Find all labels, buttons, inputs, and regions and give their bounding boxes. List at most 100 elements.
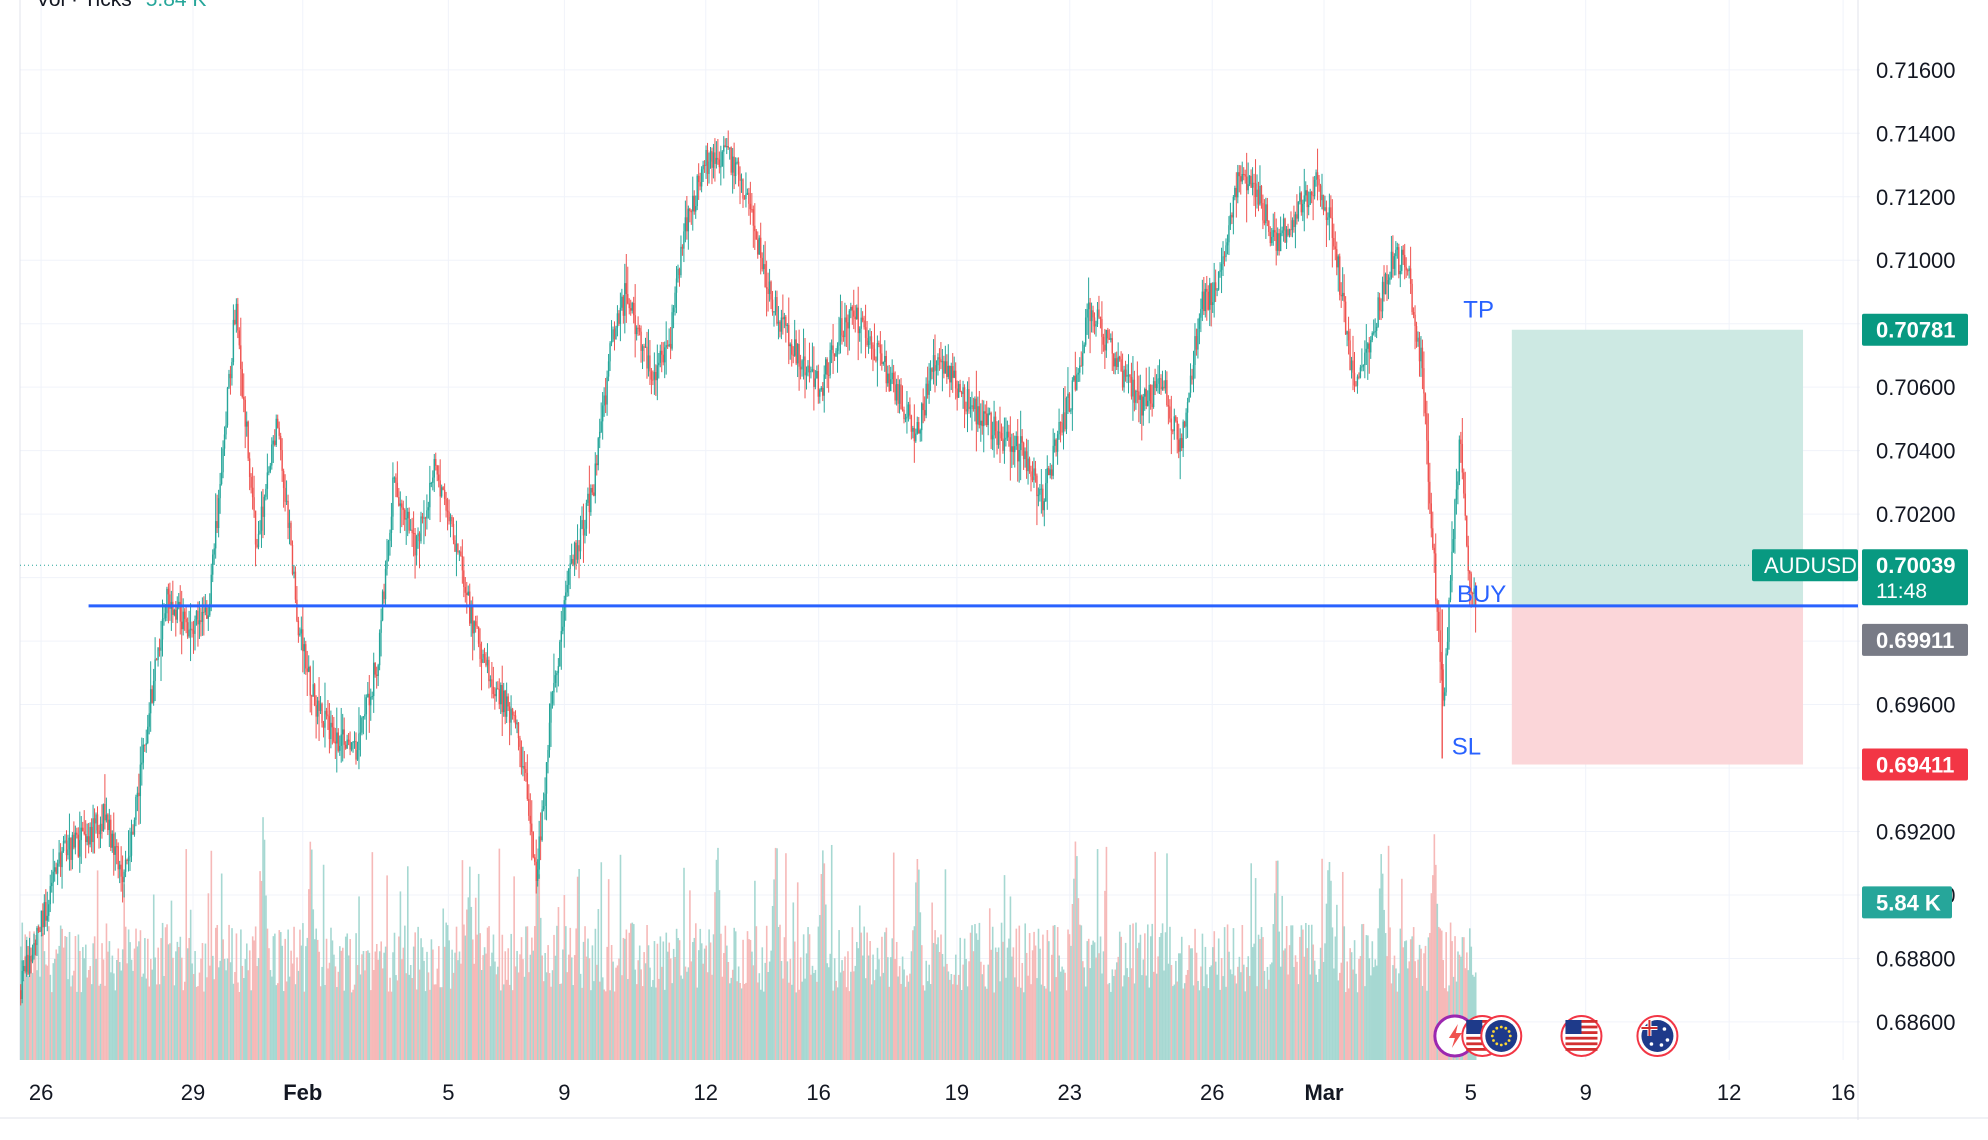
candle-body xyxy=(853,310,855,317)
flag-star xyxy=(1659,1043,1664,1047)
flag-bg xyxy=(1641,1020,1674,1052)
volume-bar xyxy=(572,985,575,1060)
candle-body xyxy=(253,497,255,511)
candle-body xyxy=(324,710,326,728)
volume-bar xyxy=(344,936,347,1060)
candle-body xyxy=(971,405,973,407)
candle-body xyxy=(275,418,277,445)
buy-price-badge[interactable]: 0.69911 xyxy=(1862,623,1968,656)
volume-bar xyxy=(259,871,261,1060)
candle-body xyxy=(201,611,204,622)
volume-bar xyxy=(1231,974,1233,1060)
candle-body xyxy=(699,182,701,187)
symbol-badge[interactable]: AUDUSD xyxy=(1752,549,1858,582)
volume-bar xyxy=(1378,888,1381,1060)
volume-value-badge[interactable]: 5.84 K xyxy=(1862,886,1952,919)
candle-body xyxy=(212,554,214,575)
volume-bar xyxy=(31,972,34,1060)
volume-bar xyxy=(498,848,501,1060)
volume-bar xyxy=(1040,984,1043,1060)
price-tick-label: 0.70200 xyxy=(1876,502,1956,527)
candle-body xyxy=(1437,611,1440,631)
volume-bar xyxy=(342,947,344,1060)
volume-bar xyxy=(1033,931,1035,1060)
volume-bar xyxy=(887,957,889,1060)
candle-body xyxy=(1064,412,1066,430)
stop-loss-zone[interactable] xyxy=(1511,605,1804,765)
us-flag-icon[interactable] xyxy=(1560,1015,1603,1057)
candle-body xyxy=(482,653,484,663)
candle-body xyxy=(1319,185,1322,201)
candle-body xyxy=(1439,630,1441,662)
candle-body xyxy=(1068,393,1071,412)
candle-body xyxy=(793,339,796,356)
volume-bar xyxy=(1436,903,1439,1060)
volume-bar xyxy=(1152,971,1155,1060)
candle-body xyxy=(510,708,512,723)
volume-bar xyxy=(1247,956,1250,1060)
candle-body xyxy=(1404,254,1406,268)
volume-bar xyxy=(414,932,416,1060)
sl-price-badge[interactable]: 0.69411 xyxy=(1862,748,1968,781)
volume-bar xyxy=(733,927,736,1060)
candle-body xyxy=(727,145,729,148)
candle-body xyxy=(1217,271,1220,290)
candle-body xyxy=(856,307,858,320)
volume-bar xyxy=(364,970,366,1060)
candle-body xyxy=(1361,366,1363,368)
candle-body xyxy=(962,387,964,395)
volume-bar xyxy=(355,933,357,1060)
volume-bar xyxy=(1285,926,1288,1060)
volume-bar xyxy=(830,844,833,1060)
candle-body xyxy=(1238,172,1240,177)
volume-bar xyxy=(1200,966,1202,1060)
volume-bar xyxy=(641,986,644,1060)
time-tick-label: 23 xyxy=(1058,1080,1082,1105)
candle-body xyxy=(956,388,958,398)
candle-body xyxy=(892,372,895,385)
candle-body xyxy=(507,696,509,707)
volume-bar xyxy=(99,983,102,1060)
volume-bar xyxy=(132,970,134,1060)
candle-body xyxy=(839,318,842,342)
candle-body xyxy=(1398,247,1400,275)
candle-body xyxy=(761,257,763,270)
candle-body xyxy=(1251,182,1254,188)
candle-body xyxy=(986,413,988,426)
candle-body xyxy=(1291,220,1294,231)
volume-bar xyxy=(1297,984,1300,1060)
candle-body xyxy=(609,343,611,362)
tp-price-badge[interactable]: 0.70781 xyxy=(1862,313,1968,346)
volume-bar xyxy=(433,984,436,1060)
flag-star xyxy=(1495,1042,1499,1046)
candle-body xyxy=(972,405,975,410)
volume-bar xyxy=(582,941,585,1060)
volume-bar xyxy=(711,974,713,1060)
volume-bar xyxy=(1175,960,1177,1060)
candle-body xyxy=(733,156,735,177)
candle-body xyxy=(687,208,690,232)
volume-bar xyxy=(1113,975,1115,1060)
candle-body xyxy=(637,327,639,329)
candle-body xyxy=(418,533,421,542)
volume-bar xyxy=(980,961,982,1060)
candle-body xyxy=(330,722,332,740)
volume-bar xyxy=(554,955,557,1060)
eu-flag-icon[interactable] xyxy=(1480,1015,1523,1057)
volume-bar xyxy=(1333,968,1335,1060)
candles xyxy=(20,130,1477,1006)
volume-bar xyxy=(550,986,552,1060)
candle-body xyxy=(1009,437,1012,452)
tp-price-badge-bg xyxy=(1862,313,1968,346)
candle-body xyxy=(1377,297,1379,327)
candle-body xyxy=(1275,232,1277,251)
volume-bar xyxy=(343,990,346,1060)
candle-body xyxy=(1092,310,1094,318)
volume-bar xyxy=(1036,978,1038,1060)
volume-bar xyxy=(1058,955,1060,1060)
volume-bar xyxy=(770,950,772,1060)
au-flag-icon[interactable] xyxy=(1636,1015,1679,1057)
